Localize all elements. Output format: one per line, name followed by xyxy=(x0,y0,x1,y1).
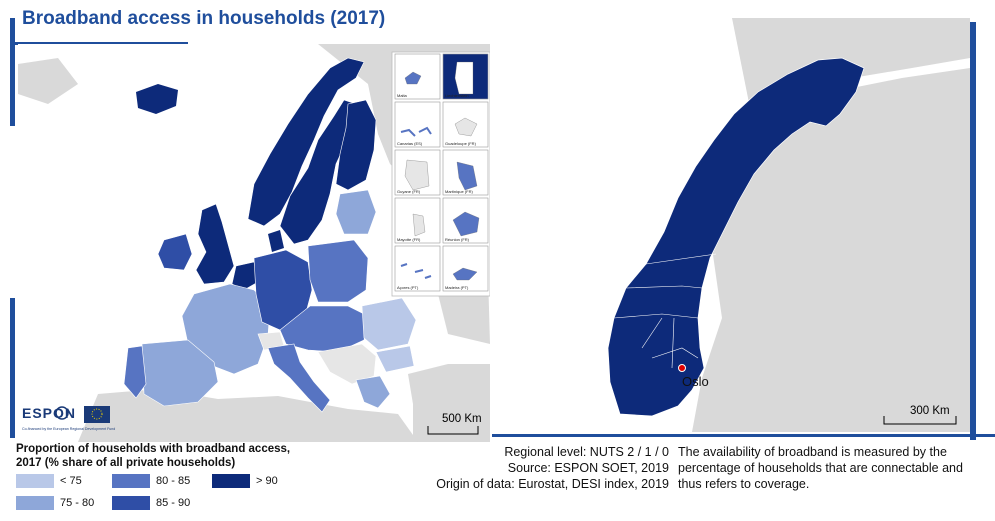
ireland xyxy=(157,233,193,271)
inset-4: Guyane (FR) xyxy=(394,149,441,196)
inset-shape-3 xyxy=(454,117,478,137)
scale-bar-left: 500 Km xyxy=(427,413,482,435)
finland xyxy=(335,99,377,191)
norway xyxy=(247,57,365,227)
inset-label-0: Malta xyxy=(397,93,408,98)
inset-3: Guadeloupe (FR) xyxy=(442,101,489,148)
inset-2: Canarias (ES) xyxy=(394,101,441,148)
map-metadata: Regional level: NUTS 2 / 1 / 0 Source: E… xyxy=(415,444,669,492)
eu-caption: Co-financed by the European Regional Dev… xyxy=(22,427,115,431)
accent-bar-right xyxy=(970,22,976,440)
inset-shape-2 xyxy=(400,126,432,137)
inset-6: Mayotte (FR) xyxy=(394,197,441,244)
inset-shape-1 xyxy=(454,61,474,95)
accent-bar-bottom-left xyxy=(10,298,15,438)
map-note: The availability of broadband is measure… xyxy=(678,445,963,491)
inset-shape-7 xyxy=(452,211,480,237)
city-label-oslo: Oslo xyxy=(682,374,709,389)
france xyxy=(181,283,271,375)
inset-1: Liechtenstein xyxy=(442,53,489,100)
inset-label-1: Liechtenstein xyxy=(445,93,469,98)
inset-shape-4 xyxy=(404,159,430,191)
source: Source: ESPON SOET, 2019 xyxy=(507,461,669,475)
denmark xyxy=(268,230,284,252)
data-origin: Origin of data: Eurostat, DESI index, 20… xyxy=(436,477,669,491)
inset-shape-0 xyxy=(404,71,422,85)
inset-8: Açores (PT) xyxy=(394,245,441,292)
legend-swatch-4 xyxy=(212,474,250,488)
legend-swatch-2 xyxy=(112,474,150,488)
inset-label-7: Réunion (FR) xyxy=(445,237,470,242)
italy xyxy=(267,343,331,413)
inset-label-5: Martinique (FR) xyxy=(445,189,473,194)
legend-label-3: 85 - 90 xyxy=(156,497,191,509)
romania xyxy=(361,297,417,351)
scale-label-left: 500 Km xyxy=(442,413,482,425)
legend-label-4: > 90 xyxy=(256,475,278,487)
accent-bar-top-left xyxy=(10,18,15,126)
legend-title: Proportion of households with broadband … xyxy=(16,443,291,469)
inset-shape-8 xyxy=(400,263,432,279)
regional-level: Regional level: NUTS 2 / 1 / 0 xyxy=(504,445,669,459)
oslo-marker: Oslo xyxy=(678,364,709,389)
title-underline xyxy=(10,42,188,45)
svg-text:ESPON: ESPON xyxy=(22,405,76,421)
inset-shape-6 xyxy=(412,213,426,237)
inset-shape-5 xyxy=(456,161,478,191)
norway-shape xyxy=(607,57,865,417)
legend-swatch-3 xyxy=(112,496,150,510)
legend-label-2: 80 - 85 xyxy=(156,475,191,487)
legend-label-1: 75 - 80 xyxy=(60,497,95,509)
norway-map[interactable]: Oslo 300 Km xyxy=(492,18,970,432)
inset-label-2: Canarias (ES) xyxy=(397,141,423,146)
inset-label-8: Açores (PT) xyxy=(397,285,419,290)
legend: < 75 75 - 80 80 - 85 85 - 90 > 90 xyxy=(16,474,316,516)
inset-0: Malta xyxy=(394,53,441,100)
europe-map[interactable]: Malta Liechtenstein Canarias (ES) Guadeloup… xyxy=(18,44,490,442)
legend-swatch-0 xyxy=(16,474,54,488)
benelux xyxy=(231,261,259,291)
great-britain xyxy=(195,203,235,285)
divider-bottom xyxy=(492,434,995,437)
legend-label-0: < 75 xyxy=(60,475,82,487)
iceland xyxy=(136,84,178,114)
scale-bar-right: 300 Km xyxy=(883,405,957,425)
inset-5: Martinique (FR) xyxy=(442,149,489,196)
inset-label-6: Mayotte (FR) xyxy=(397,237,421,242)
balkans xyxy=(317,343,377,385)
spain xyxy=(141,339,219,407)
greece xyxy=(355,375,391,409)
baltics xyxy=(335,189,377,235)
inset-label-9: Madeira (PT) xyxy=(445,285,469,290)
legend-swatch-1 xyxy=(16,496,54,510)
poland xyxy=(307,239,369,303)
region-borders xyxy=(613,253,717,369)
inset-9: Madeira (PT) xyxy=(442,245,489,292)
portugal xyxy=(123,345,147,399)
bulgaria xyxy=(375,345,415,373)
page-title: Broadband access in households (2017) xyxy=(22,8,386,29)
scale-label-right: 300 Km xyxy=(910,405,950,417)
inset-7: Réunion (FR) xyxy=(442,197,489,244)
espon-logo: ESPON Co-financed by the European Region… xyxy=(22,405,115,431)
inset-label-4: Guyane (FR) xyxy=(397,189,421,194)
inset-label-3: Guadeloupe (FR) xyxy=(445,141,477,146)
inset-shape-9 xyxy=(452,267,478,281)
